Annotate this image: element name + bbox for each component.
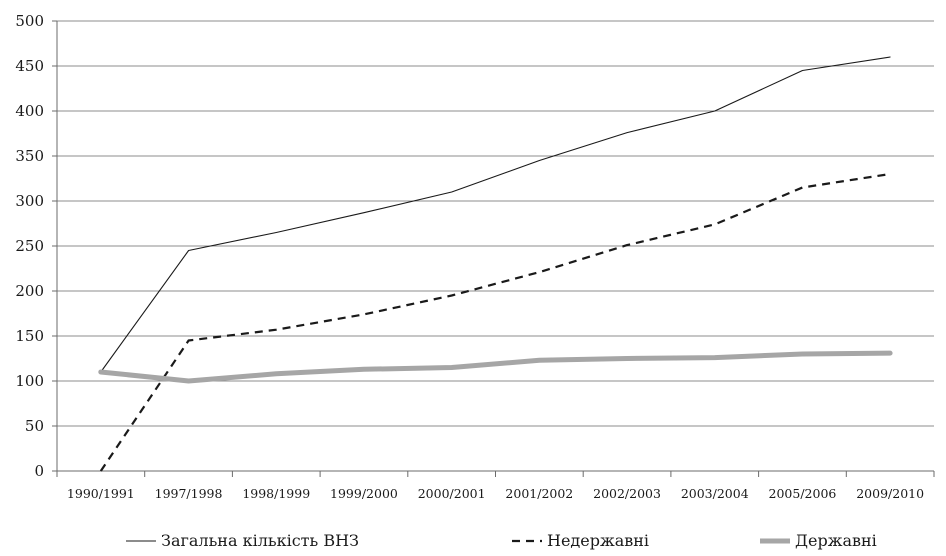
y-tick-label: 500 [15,12,44,30]
series-line-2 [98,350,893,384]
x-tick-label: 1998/1999 [242,486,310,501]
x-tick-label: 2009/2010 [856,486,924,501]
y-tick-label: 200 [15,282,44,300]
series-lines [98,56,893,472]
y-tick-label: 150 [15,327,44,345]
x-tick-label: 1997/1998 [155,486,223,501]
x-tick-label: 2001/2002 [505,486,573,501]
x-tick-label: 2003/2004 [681,486,749,501]
y-tick-label: 350 [15,147,44,165]
x-tick-label: 1999/2000 [330,486,398,501]
y-tick-label: 0 [34,462,44,480]
y-tick-label: 400 [15,102,44,120]
axes: 0 50 100 150 200 250 300 350 400 450 500 1990/1991 1… [15,12,935,501]
y-tick-label: 300 [15,192,44,210]
x-tick-label: 2002/2003 [593,486,661,501]
legend-label: Державні [795,531,877,550]
x-tick-label: 2005/2006 [769,486,837,501]
series-line-1 [99,172,891,472]
y-tick-label: 100 [15,372,44,390]
legend-label: Недержавні [547,531,649,550]
legend: Загальна кількість ВНЗ Недержавні Державні [126,531,877,550]
legend-label: Загальна кількість ВНЗ [161,531,359,550]
x-tick-label: 1990/1991 [67,486,135,501]
series-line-0 [100,56,891,373]
y-tick-label: 250 [15,237,44,255]
y-tick-label: 450 [15,57,44,75]
y-tick-label: 50 [25,417,44,435]
x-tick-label: 2000/2001 [418,486,486,501]
